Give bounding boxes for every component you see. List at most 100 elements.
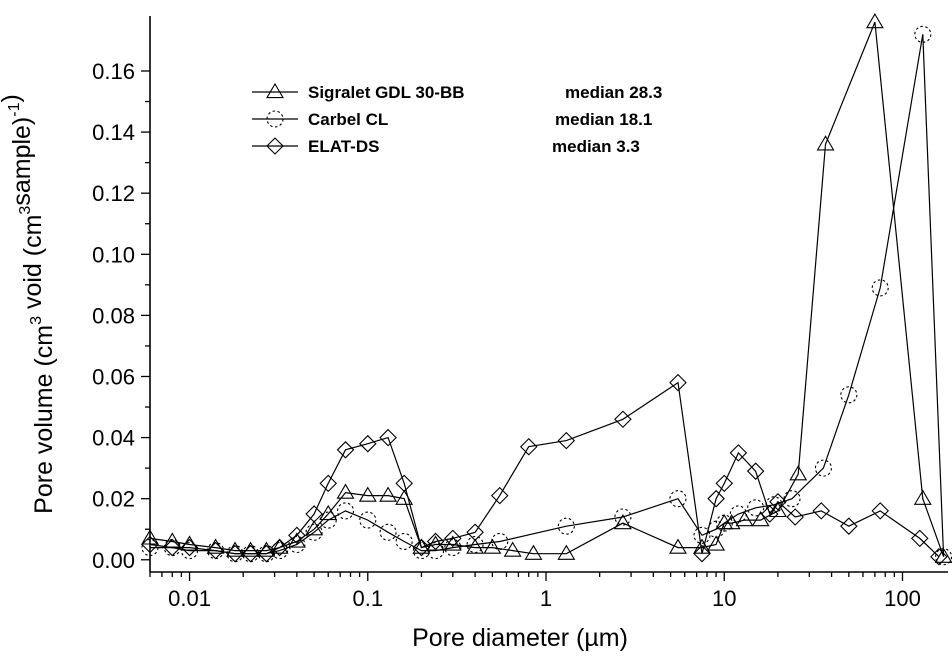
data-point-diamond: [729, 444, 748, 462]
y-axis-ticks: 0.00 0.02 0.04 0.06 0.08 0.10 0.12 0.14 0.16: [92, 59, 150, 573]
data-point-diamond: [669, 373, 687, 392]
data-point-triangle: [751, 510, 770, 527]
data-point-circle: [288, 535, 306, 554]
x-tick-label: 100: [884, 586, 921, 611]
legend-median-label: median 28.3: [565, 83, 662, 102]
y-tick-label: 0.00: [92, 548, 135, 573]
data-point-triangle: [503, 541, 522, 557]
data-point-triangle: [913, 489, 932, 505]
data-point-diamond: [426, 532, 445, 551]
data-point-triangle: [483, 538, 502, 554]
legend-median-label: median 18.1: [555, 110, 652, 129]
data-point-diamond: [840, 517, 858, 535]
data-point-circle: [914, 25, 932, 43]
y-tick-label: 0.12: [92, 181, 135, 206]
data-point-diamond: [141, 535, 159, 554]
data-point-diamond: [319, 474, 338, 493]
data-point-diamond: [288, 526, 306, 545]
data-point-circle: [427, 542, 445, 560]
data-point-diamond: [519, 437, 538, 456]
data-point-circle: [305, 523, 323, 541]
data-point-circle: [557, 517, 575, 535]
data-point-diamond: [226, 544, 244, 563]
data-point-circle: [379, 523, 397, 541]
series-line-triangle: [149, 21, 945, 557]
data-point-triangle: [287, 532, 306, 548]
data-point-triangle: [443, 535, 462, 551]
y-tick-label: 0.04: [92, 426, 135, 451]
y-title-superscript: -1: [6, 102, 23, 116]
data-point-diamond: [707, 489, 725, 508]
y-title-part: void (cm: [19, 215, 47, 316]
data-point-diamond: [490, 486, 509, 505]
y-tick-label: 0.02: [92, 487, 135, 512]
data-point-triangle: [466, 538, 485, 554]
data-point-circle: [747, 499, 765, 517]
data-point-diamond: [305, 505, 323, 523]
y-title-superscript: 3: [28, 316, 45, 325]
data-point-circle: [693, 526, 711, 544]
data-point-diamond: [180, 538, 199, 557]
series-line-diamond: [149, 381, 940, 558]
data-point-diamond: [715, 474, 734, 493]
data-point-diamond: [693, 544, 711, 563]
data-point-diamond: [206, 541, 225, 560]
data-point-diamond: [444, 529, 462, 548]
data-point-circle: [359, 511, 377, 529]
data-point-triangle: [735, 510, 754, 527]
data-point-diamond: [412, 538, 431, 557]
y-title-part: ): [0, 94, 25, 102]
y-axis-title: Pore volume (cm3 void (cm3sample)-1): [0, 94, 58, 514]
data-point-circle: [271, 542, 289, 560]
y-tick-label: 0.16: [92, 59, 135, 84]
y-title-part: Pore volume (cm: [30, 325, 58, 514]
x-tick-label: 0.1: [352, 586, 383, 611]
data-point-diamond: [746, 462, 765, 480]
x-axis-title: Pore diameter (µm): [412, 624, 628, 652]
series-diamond: [141, 373, 948, 566]
data-point-diamond: [163, 538, 182, 557]
legend-series-name: Sigralet GDL 30-BB: [308, 83, 465, 102]
data-point-diamond: [557, 431, 576, 450]
data-point-circle: [336, 502, 355, 520]
data-point-diamond: [871, 502, 890, 520]
legend-marker-circle: [266, 110, 284, 128]
data-point-diamond: [257, 544, 276, 563]
data-point-diamond: [395, 474, 413, 493]
data-point-circle: [871, 279, 889, 297]
data-point-circle: [180, 542, 199, 560]
data-point-triangle: [141, 529, 159, 545]
data-point-diamond: [786, 508, 804, 526]
y-title-superscript: 3: [17, 206, 34, 215]
data-point-circle: [412, 542, 430, 560]
data-point-triangle: [379, 486, 398, 502]
data-point-triangle: [613, 514, 632, 530]
data-series: [141, 13, 952, 566]
legend: Sigralet GDL 30-BB median 28.3 Carbel CL me…: [252, 82, 662, 156]
data-point-diamond: [466, 523, 484, 542]
data-point-circle: [491, 532, 509, 551]
data-point-circle: [814, 459, 832, 477]
data-point-diamond: [930, 547, 948, 566]
data-point-triangle: [707, 535, 726, 551]
data-point-circle: [444, 539, 462, 557]
data-point-diamond: [359, 434, 377, 453]
legend-marker-triangle: [266, 82, 284, 99]
y-tick-label: 0.06: [92, 364, 135, 389]
legend-series-name: Carbel CL: [308, 110, 388, 129]
y-tick-label: 0.08: [92, 303, 135, 328]
legend-series-name: ELAT-DS: [308, 137, 379, 156]
data-point-circle: [319, 511, 337, 529]
legend-marker-diamond: [266, 137, 284, 155]
data-point-diamond: [760, 505, 779, 523]
x-tick-label: 10: [712, 586, 736, 611]
data-point-circle: [669, 490, 687, 508]
data-point-triangle: [865, 13, 884, 29]
data-point-circle: [729, 505, 747, 523]
data-point-triangle: [934, 547, 952, 563]
legend-median-label: median 3.3: [552, 137, 640, 156]
data-point-diamond: [336, 441, 355, 459]
data-point-triangle: [557, 544, 576, 560]
data-point-triangle: [669, 538, 687, 554]
